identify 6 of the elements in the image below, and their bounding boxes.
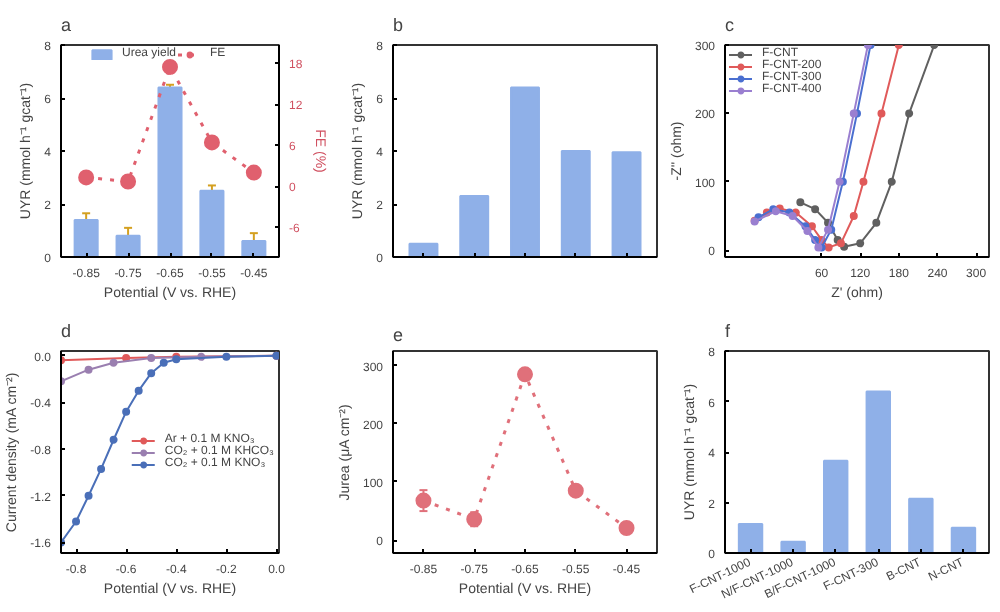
chart-title: e [393, 325, 404, 345]
chart-title: a [61, 15, 72, 35]
chart-title: b [393, 15, 404, 35]
chart-title: f [725, 321, 731, 341]
chart-title: d [61, 321, 72, 341]
chart-title: c [725, 15, 735, 35]
